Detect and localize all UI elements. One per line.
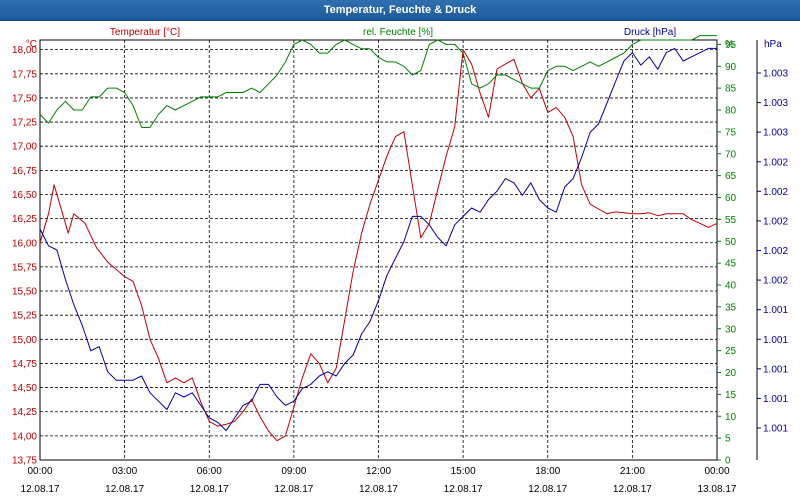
pressure-unit-label: hPa xyxy=(764,39,782,50)
humidity-tick-label: 60 xyxy=(725,193,737,204)
humidity-tick-label: 80 xyxy=(725,106,737,117)
humidity-tick-label: 45 xyxy=(725,259,737,270)
x-tick-label-time: 09:00 xyxy=(281,466,306,477)
x-tick-label-date: 13.08.17 xyxy=(698,484,737,495)
temperature-tick-label: 17,25 xyxy=(12,118,37,129)
humidity-axis-title: rel. Feuchte [%] xyxy=(363,27,433,38)
temperature-tick-label: 16,25 xyxy=(12,214,37,225)
temperature-tick-label: 18,00 xyxy=(12,45,37,56)
humidity-tick-label: 65 xyxy=(725,171,737,182)
x-tick-label-time: 03:00 xyxy=(112,466,137,477)
x-tick-label-time: 12:00 xyxy=(366,466,391,477)
pressure-tick-label: 1.001 xyxy=(763,335,788,346)
axes: 00:00 12.08.17 03:00 12.08.17 06:00 12.08.17 0… xyxy=(12,27,788,495)
humidity-tick-label: 85 xyxy=(725,84,737,95)
temperature-tick-label: 13,75 xyxy=(12,456,37,467)
pressure-tick-label: 1.001 xyxy=(763,364,788,375)
chart-canvas: 00:00 12.08.17 03:00 12.08.17 06:00 12.08.17 0… xyxy=(12,27,788,495)
x-tick-label-time: 00:00 xyxy=(704,466,729,477)
pressure-series-line xyxy=(39,47,717,432)
series-layer xyxy=(39,35,718,442)
x-tick-label-time: 18:00 xyxy=(535,466,560,477)
temperature-tick-label: 14,75 xyxy=(12,359,37,370)
pressure-tick-label: 1.002 xyxy=(763,216,788,227)
pressure-tick-label: 1.003 xyxy=(763,128,788,139)
temperature-tick-label: 16,75 xyxy=(12,166,37,177)
pressure-tick-label: 1.003 xyxy=(763,98,788,109)
temperature-tick-label: 14,25 xyxy=(12,407,37,418)
x-tick-label-time: 15:00 xyxy=(451,466,476,477)
x-tick-label-date: 12.08.17 xyxy=(613,484,652,495)
humidity-tick-label: 20 xyxy=(725,368,737,379)
temperature-unit-label: °C xyxy=(26,39,37,50)
grid xyxy=(40,40,717,461)
temperature-tick-label: 17,00 xyxy=(12,142,37,153)
humidity-tick-label: 50 xyxy=(725,237,737,248)
humidity-tick-label: 30 xyxy=(725,324,737,335)
temperature-tick-label: 16,50 xyxy=(12,190,37,201)
humidity-series-line xyxy=(39,35,717,128)
humidity-unit-label: % xyxy=(725,39,734,50)
pressure-tick-label: 1.002 xyxy=(763,246,788,257)
pressure-axis-title: Druck [hPa] xyxy=(624,27,676,38)
window-titlebar: Temperatur, Feuchte & Druck xyxy=(0,0,800,21)
temperature-tick-label: 14,00 xyxy=(12,431,37,442)
temperature-series-line xyxy=(39,49,718,442)
humidity-tick-label: 35 xyxy=(725,302,737,313)
pressure-tick-label: 1.001 xyxy=(763,424,788,435)
temperature-axis-title: Temperatur [°C] xyxy=(110,27,180,38)
temperature-tick-label: 14,50 xyxy=(12,383,37,394)
humidity-tick-label: 55 xyxy=(725,215,737,226)
pressure-tick-label: 1.002 xyxy=(763,276,788,287)
temperature-tick-label: 17,75 xyxy=(12,69,37,80)
pressure-tick-label: 1.001 xyxy=(763,394,788,405)
plot-area xyxy=(39,39,718,461)
x-tick-label-date: 12.08.17 xyxy=(359,484,398,495)
humidity-tick-label: 15 xyxy=(725,390,737,401)
x-tick-label-time: 21:00 xyxy=(620,466,645,477)
humidity-tick-label: 40 xyxy=(725,281,737,292)
pressure-tick-label: 1.001 xyxy=(763,305,788,316)
humidity-tick-label: 95 xyxy=(725,40,737,51)
pressure-tick-label: 1.003 xyxy=(763,69,788,80)
humidity-tick-label: 90 xyxy=(725,62,737,73)
humidity-tick-label: 0 xyxy=(725,456,731,467)
temperature-tick-label: 16,00 xyxy=(12,238,37,249)
humidity-tick-label: 25 xyxy=(725,346,737,357)
chart-title: Temperatur, Feuchte & Druck xyxy=(323,4,477,16)
x-tick-label-date: 12.08.17 xyxy=(190,484,229,495)
humidity-tick-label: 5 xyxy=(725,434,731,445)
x-tick-label-date: 12.08.17 xyxy=(528,484,567,495)
x-tick-label-date: 12.08.17 xyxy=(105,484,144,495)
temperature-tick-label: 15,25 xyxy=(12,311,37,322)
x-tick-label-time: 06:00 xyxy=(197,466,222,477)
temperature-tick-label: 17,50 xyxy=(12,93,37,104)
temperature-tick-label: 15,50 xyxy=(12,287,37,298)
x-tick-label-time: 00:00 xyxy=(27,466,52,477)
pressure-tick-label: 1.002 xyxy=(763,157,788,168)
pressure-tick-label: 1.002 xyxy=(763,187,788,198)
humidity-tick-label: 10 xyxy=(725,412,737,423)
temperature-tick-label: 15,00 xyxy=(12,335,37,346)
x-tick-label-date: 12.08.17 xyxy=(444,484,483,495)
humidity-tick-label: 70 xyxy=(725,149,737,160)
x-tick-label-date: 12.08.17 xyxy=(274,484,313,495)
temperature-tick-label: 15,75 xyxy=(12,262,37,273)
x-tick-label-date: 12.08.17 xyxy=(21,484,60,495)
humidity-tick-label: 75 xyxy=(725,127,737,138)
